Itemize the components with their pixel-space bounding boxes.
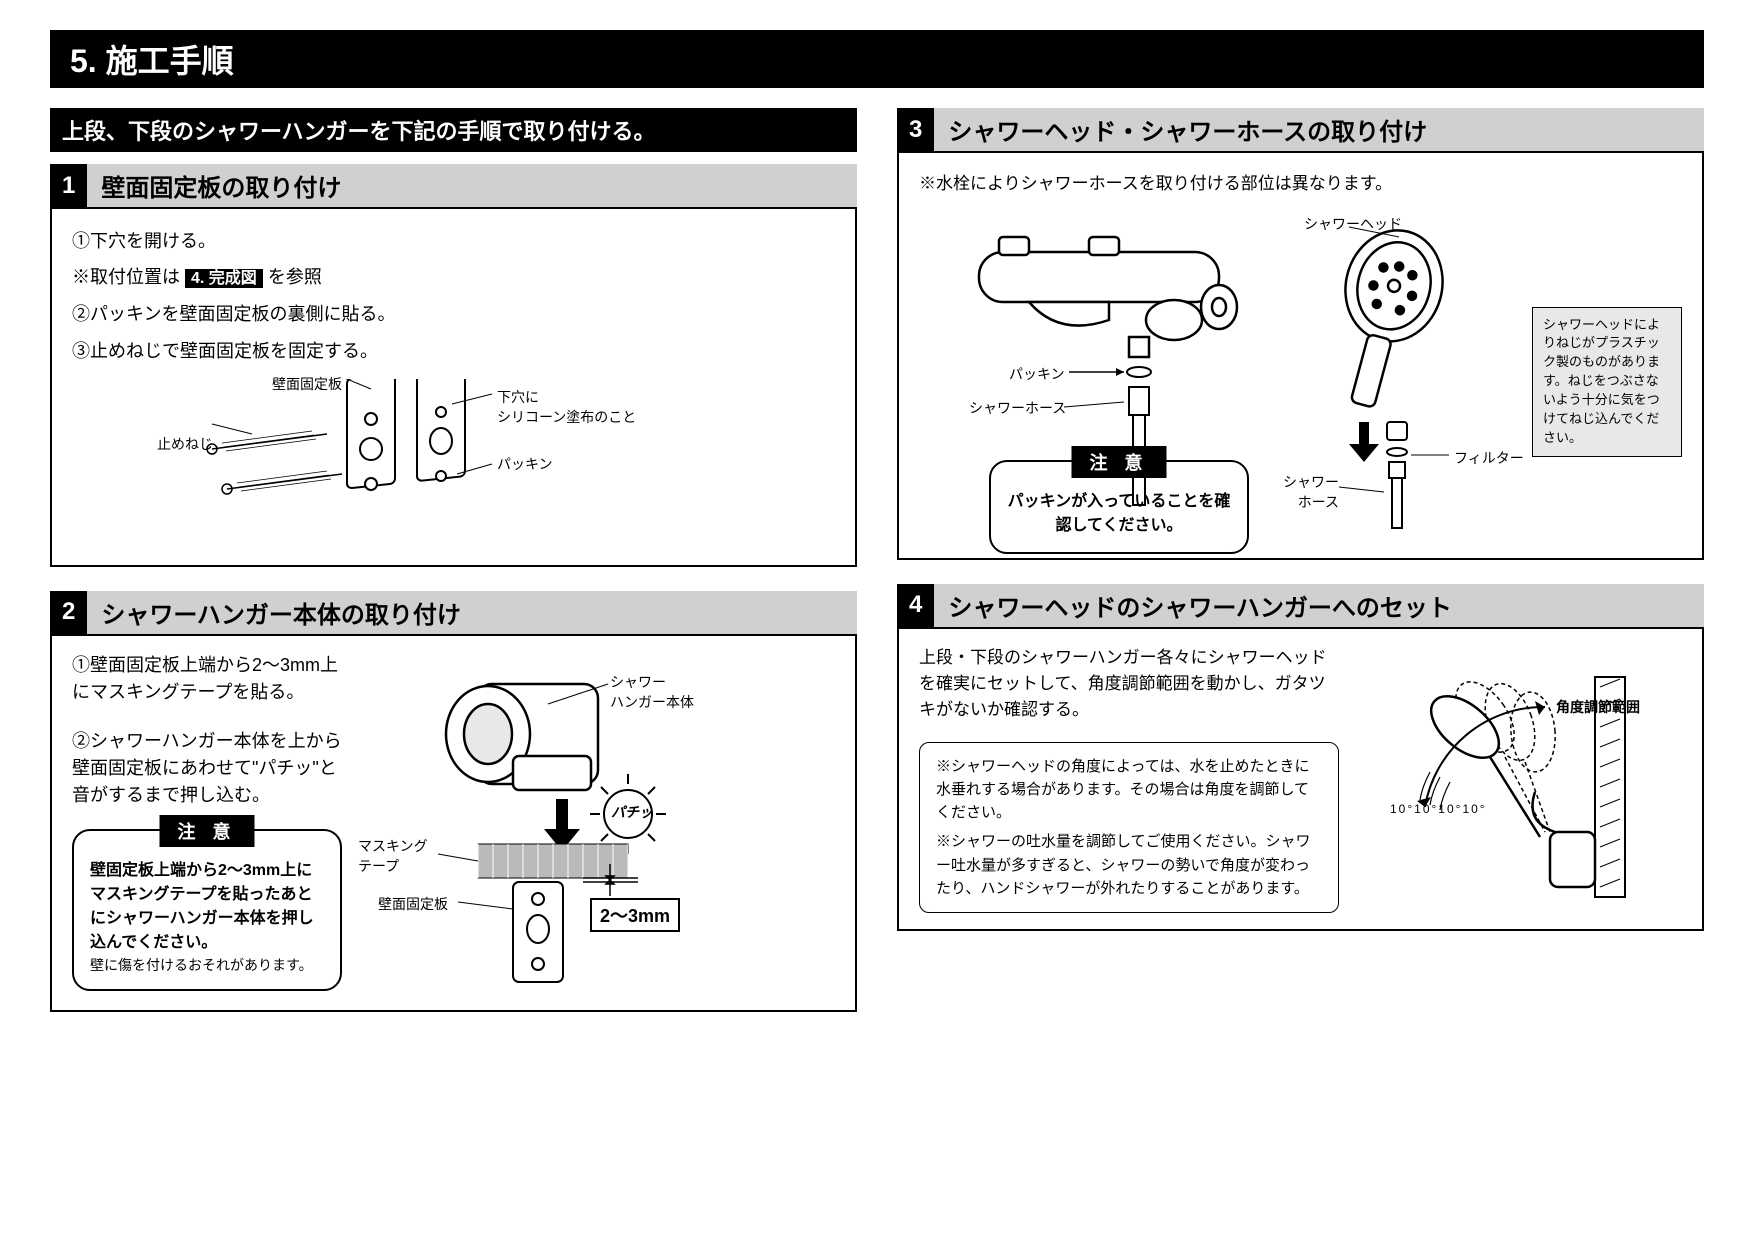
s2-caution-body: 壁固定板上端から2～3mm上にマスキングテープを貼ったあとにシャワーハンガー本体…	[90, 859, 324, 955]
s1-lbl-plate: 壁面固定板	[272, 374, 342, 394]
s2-step1: ①壁面固定板上端から2～3mm上にマスキングテープを貼る。	[72, 652, 342, 706]
s4-notes: ※シャワーヘッドの角度によっては、水を止めたときに水垂れする場合があります。その…	[919, 742, 1339, 914]
section-3-box: ※水栓によりシャワーホースを取り付ける部位は異なります。	[897, 151, 1704, 560]
section-4-header: 4 シャワーヘッドのシャワーハンガーへのセット	[897, 584, 1704, 627]
s2-lbl-body: シャワー ハンガー本体	[610, 672, 694, 712]
s4-diagram: 角度調節範囲 10°10°10°10°	[1355, 657, 1682, 907]
ref-label: 4. 完成図	[185, 269, 263, 288]
s2-lbl-tape: マスキング テープ	[358, 836, 428, 876]
s4-angles: 10°10°10°10°	[1390, 802, 1487, 816]
s2-diagram: シャワー ハンガー本体 パチッ マスキング テープ 壁面固定板 2～3mm	[358, 664, 835, 994]
s3-note: ※水栓によりシャワーホースを取り付ける部位は異なります。	[919, 169, 1682, 200]
s3-caution-body: パッキンが入っていることを確認してください。	[1007, 490, 1231, 538]
s2-step2: ②シャワーハンガー本体を上から壁面固定板にあわせて"パチッ"と音がするまで押し込…	[72, 728, 342, 809]
section-3-header: 3 シャワーヘッド・シャワーホースの取り付け	[897, 108, 1704, 151]
s4-body: 上段・下段のシャワーハンガー各々にシャワーヘッドを確実にセットして、角度調節範囲…	[919, 645, 1339, 724]
section-3-num: 3	[897, 108, 934, 151]
section-1-num: 1	[50, 164, 87, 207]
main-title: 5. 施工手順	[50, 30, 1704, 88]
s1-lbl-screw: 止めねじ	[157, 434, 213, 454]
s1-lbl-packing: パッキン	[497, 454, 553, 474]
s1-lbl-hole: 下穴に シリコーン塗布のこと	[497, 387, 636, 427]
section-2-box: ①壁面固定板上端から2～3mm上にマスキングテープを貼る。 ②シャワーハンガー本…	[50, 634, 857, 1012]
section-1-title: 壁面固定板の取り付け	[87, 164, 857, 207]
s3-lbl-head: シャワーヘッド	[1304, 214, 1402, 234]
s4-note1: ※シャワーヘッドの角度によっては、水を止めたときに水垂れする場合があります。その…	[936, 755, 1322, 825]
section-1-box: ①下穴を開ける。 ※取付位置は 4. 完成図 を参照 ②パッキンを壁面固定板の裏…	[50, 207, 857, 567]
s3-info: シャワーヘッドによりねじがプラスチック製のものがあります。ねじをつぶさないよう十…	[1532, 307, 1682, 457]
s2-sound: パチッ	[611, 802, 653, 822]
right-column: 3 シャワーヘッド・シャワーホースの取り付け ※水栓によりシャワーホースを取り付…	[897, 108, 1704, 1036]
s2-svg	[358, 664, 698, 994]
s4-note2: ※シャワーの吐水量を調節してご使用ください。シャワー吐水量が多すぎると、シャワー…	[936, 830, 1322, 900]
s1-step1: ①下穴を開ける。	[72, 225, 835, 257]
s2-lbl-plate: 壁面固定板	[378, 894, 448, 914]
section-2-header: 2 シャワーハンガー本体の取り付け	[50, 591, 857, 634]
s2-caution-sub: 壁に傷を付けるおそれがあります。	[90, 955, 324, 975]
section-3-title: シャワーヘッド・シャワーホースの取り付け	[934, 108, 1704, 151]
s2-caution-label: 注 意	[159, 815, 254, 847]
s3-lbl-filter: フィルター	[1454, 448, 1524, 468]
s1-step2: ※取付位置は 4. 完成図 を参照	[72, 261, 835, 294]
s4-svg	[1355, 657, 1635, 907]
s2-caution: 注 意 壁固定板上端から2～3mm上にマスキングテープを貼ったあとにシャワーハン…	[72, 829, 342, 991]
s1-step3: ②パッキンを壁面固定板の裏側に貼る。	[72, 298, 835, 330]
section-2-num: 2	[50, 591, 87, 634]
section-4-title: シャワーヘッドのシャワーハンガーへのセット	[934, 584, 1704, 627]
s3-lbl-packing: パッキン	[1009, 364, 1065, 384]
columns: 上段、下段のシャワーハンガーを下記の手順で取り付ける。 1 壁面固定板の取り付け…	[50, 108, 1704, 1036]
s3-lbl-hose2: シャワー ホース	[1283, 472, 1339, 512]
s4-lbl-range: 角度調節範囲	[1556, 697, 1640, 717]
section-4-box: 上段・下段のシャワーハンガー各々にシャワーヘッドを確実にセットして、角度調節範囲…	[897, 627, 1704, 932]
s1-step4: ③止めねじで壁面固定板を固定する。	[72, 335, 835, 367]
s3-caution-label: 注 意	[1071, 446, 1166, 478]
intro-bar: 上段、下段のシャワーハンガーを下記の手順で取り付ける。	[50, 108, 857, 152]
s2-dim: 2～3mm	[590, 898, 680, 932]
s1-diagram: 壁面固定板 止めねじ 下穴に シリコーン塗布のこと パッキン	[152, 379, 835, 549]
section-1-header: 1 壁面固定板の取り付け	[50, 164, 857, 207]
s3-lbl-hose: シャワーホース	[969, 398, 1066, 418]
s3-caution: 注 意 パッキンが入っていることを確認してください。	[989, 460, 1249, 554]
left-column: 上段、下段のシャワーハンガーを下記の手順で取り付ける。 1 壁面固定板の取り付け…	[50, 108, 857, 1036]
section-2-title: シャワーハンガー本体の取り付け	[87, 591, 857, 634]
s3-diagram: シャワーヘッド パッキン シャワーホース フィルター シャワー ホース シャワー…	[919, 212, 1682, 542]
section-4-num: 4	[897, 584, 934, 627]
